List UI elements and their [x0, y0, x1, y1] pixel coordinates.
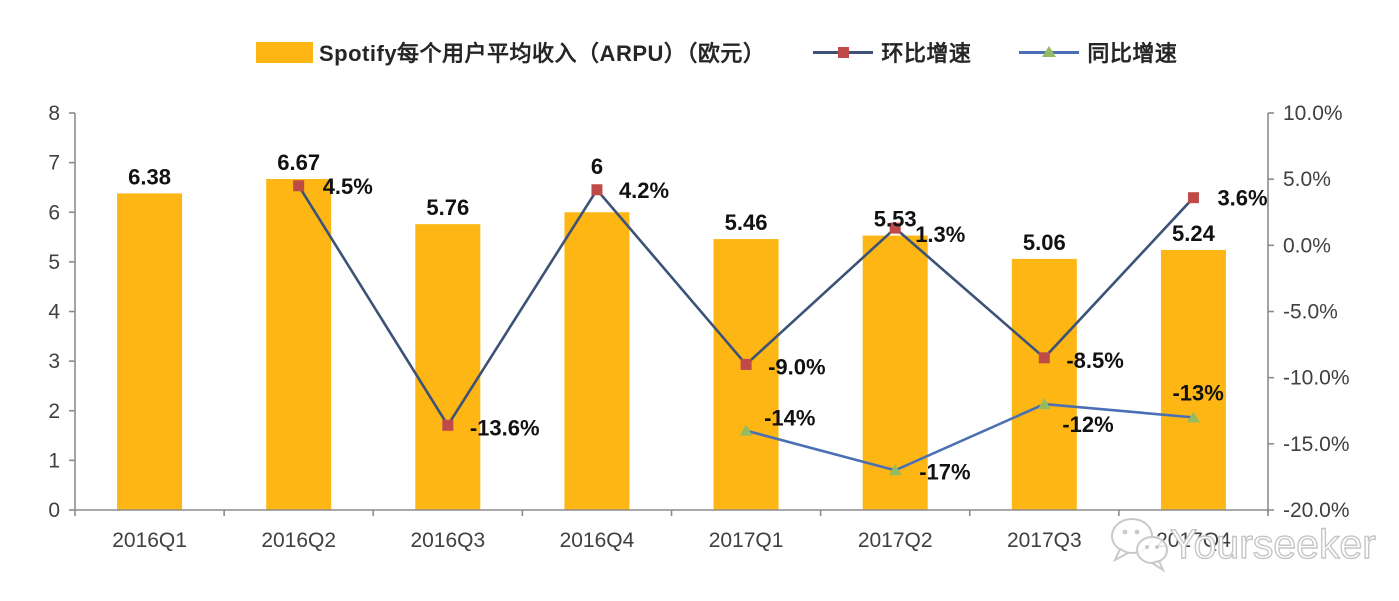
right-axis-label: -10.0% — [1283, 367, 1350, 390]
qoq-marker-2016Q3 — [442, 419, 454, 431]
yoy-value-label-2017Q4: -13% — [1172, 380, 1223, 405]
bar-value-label-2017Q4: 5.24 — [1172, 221, 1216, 246]
qoq-value-label-2017Q2: 1.3% — [915, 222, 965, 247]
yoy-value-label-2017Q2: -17% — [919, 459, 970, 484]
left-axis-label: 0 — [48, 499, 60, 522]
legend-item-yoy: 同比增速 — [1019, 36, 1177, 68]
qoq-value-label-2017Q3: -8.5% — [1066, 348, 1123, 373]
right-axis-label: 5.0% — [1283, 168, 1331, 191]
qoq-value-label-2016Q4: 4.2% — [619, 178, 669, 203]
bar-value-label-2016Q3: 5.76 — [426, 195, 469, 220]
x-axis-label-2017Q2: 2017Q2 — [858, 529, 933, 552]
x-axis-label-2016Q1: 2016Q1 — [112, 529, 187, 552]
bar-2017Q4 — [1160, 249, 1226, 510]
yoy-marker-2017Q2 — [888, 464, 902, 476]
yoy-line-marker-icon — [1019, 46, 1080, 57]
yoy-marker-2017Q1 — [739, 424, 753, 436]
bar-series-swatch-icon — [256, 41, 313, 63]
bar-value-label-2017Q2: 5.53 — [874, 207, 917, 232]
qoq-value-label-2017Q4: 3.6% — [1217, 186, 1267, 211]
yoy-marker-2017Q4 — [1186, 411, 1200, 423]
bar-2017Q3 — [1011, 258, 1077, 510]
x-axis-label-2017Q4: 2017Q4 — [1156, 529, 1231, 552]
bar-value-label-2016Q4: 6 — [591, 154, 603, 179]
watermark: Yourseeker — [1111, 518, 1377, 573]
qoq-marker-2016Q2 — [293, 180, 305, 192]
left-axis-label: 2 — [48, 400, 60, 423]
right-axis-label: 0.0% — [1283, 234, 1331, 257]
yoy-marker-2017Q3 — [1037, 398, 1051, 410]
right-axis-label: -15.0% — [1283, 433, 1350, 456]
left-axis-label: 5 — [48, 251, 60, 274]
bar-2016Q4 — [564, 212, 630, 510]
yoy-value-label-2017Q1: -14% — [764, 406, 815, 431]
bar-value-label-2016Q2: 6.67 — [277, 150, 320, 175]
watermark-text: Yourseeker — [1170, 521, 1376, 567]
legend-item-qoq: 环比增速 — [813, 36, 971, 68]
left-axis-label: 1 — [48, 449, 60, 472]
legend-item-arpu: Spotify每个用户平均收入（ARPU）（欧元） — [256, 36, 765, 68]
qoq-marker-2017Q1 — [740, 358, 752, 370]
yoy-line — [745, 402, 1194, 472]
qoq-value-label-2017Q1: -9.0% — [768, 354, 825, 379]
x-axis-label-2017Q3: 2017Q3 — [1007, 529, 1082, 552]
qoq-line-marker-icon — [813, 46, 874, 58]
legend-label-qoq: 环比增速 — [881, 41, 972, 66]
x-axis-label-2016Q4: 2016Q4 — [560, 529, 635, 552]
qoq-marker-2017Q3 — [1038, 352, 1050, 364]
bar-2017Q1 — [713, 239, 779, 511]
left-axis-label: 4 — [48, 301, 60, 324]
x-axis-label-2017Q1: 2017Q1 — [709, 529, 784, 552]
bar-value-label-2017Q3: 5.06 — [1023, 230, 1066, 255]
bar-2016Q1 — [117, 193, 183, 510]
qoq-value-label-2016Q2: 4.5% — [323, 174, 373, 199]
x-axis-label-2016Q2: 2016Q2 — [261, 529, 336, 552]
x-axis-label-2016Q3: 2016Q3 — [410, 529, 485, 552]
bar-value-label-2016Q1: 6.38 — [128, 164, 171, 189]
qoq-value-label-2016Q3: -13.6% — [470, 415, 540, 440]
qoq-marker-2017Q4 — [1187, 192, 1199, 204]
right-axis-label: -20.0% — [1283, 499, 1350, 522]
legend-label-yoy: 同比增速 — [1087, 41, 1178, 66]
qoq-marker-2016Q4 — [591, 184, 603, 196]
right-axis-label: 10.0% — [1283, 102, 1343, 125]
left-axis-label: 7 — [48, 152, 60, 175]
wechat-icon-eyes — [1122, 529, 1159, 549]
yoy-value-label-2017Q3: -12% — [1062, 412, 1113, 437]
qoq-marker-2017Q2 — [889, 222, 901, 234]
left-axis-label: 8 — [48, 102, 60, 125]
left-axis-label: 6 — [48, 201, 60, 224]
legend-label-arpu: Spotify每个用户平均收入（ARPU）（欧元） — [319, 41, 766, 66]
bar-value-label-2017Q1: 5.46 — [725, 210, 768, 235]
wechat-icon — [1111, 518, 1168, 573]
bar-2016Q3 — [415, 224, 481, 510]
bar-2016Q2 — [266, 179, 332, 510]
right-axis-label: -5.0% — [1283, 301, 1338, 324]
chart-legend: Spotify每个用户平均收入（ARPU）（欧元） 环比增速 同比增速 — [256, 36, 1177, 68]
left-axis-label: 3 — [48, 350, 60, 373]
